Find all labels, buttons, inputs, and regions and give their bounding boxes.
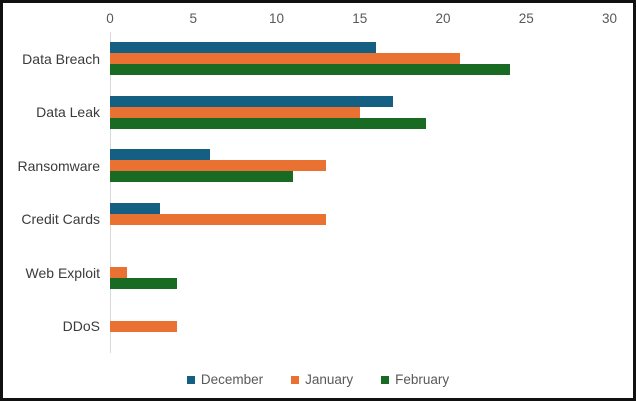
legend-item-january: January [291, 372, 353, 387]
category-label: Credit Cards [21, 211, 100, 228]
category-label: Data Breach [22, 50, 100, 67]
bar-group [110, 310, 633, 343]
legend: December January February [3, 372, 633, 387]
january-swatch-icon [291, 375, 300, 384]
category-row: Data Leak [3, 86, 633, 140]
x-tick-label: 10 [268, 11, 285, 26]
december-swatch-icon [186, 375, 195, 384]
x-tick-label: 0 [106, 11, 114, 26]
bar-group [110, 149, 633, 183]
bar-december-data-breach [110, 42, 377, 54]
bar-january-web-exploit [110, 267, 127, 279]
bar-february-web-exploit [110, 278, 177, 290]
category-row: DDoS [3, 300, 633, 354]
category-row: Web Exploit [3, 246, 633, 300]
category-label: Ransomware [17, 157, 100, 174]
x-tick-label: 15 [352, 11, 368, 26]
category-row: Ransomware [3, 139, 633, 193]
bar-december-ransomware [110, 149, 210, 161]
bar-january-ransomware [110, 160, 327, 172]
bar-december-credit-cards [110, 202, 160, 214]
bar-february-data-breach [110, 64, 510, 76]
legend-label-february: February [395, 372, 450, 387]
category-label: Data Leak [36, 104, 100, 121]
x-axis: 0 5 10 15 20 25 30 [3, 10, 633, 28]
legend-label-december: December [200, 372, 264, 387]
bar-group [110, 256, 633, 290]
x-tick-label: 30 [601, 11, 618, 26]
bar-group [110, 95, 633, 129]
category-row: Data Breach [3, 32, 633, 86]
y-axis-line [110, 32, 111, 353]
february-swatch-icon [381, 375, 390, 384]
bar-january-ddos [110, 320, 177, 332]
plot-area: Data Breach Data Leak Ransomware Credit Car… [3, 32, 633, 353]
legend-item-december: December [186, 372, 264, 387]
bar-january-data-leak [110, 106, 360, 118]
x-tick-label: 20 [435, 11, 451, 26]
bar-december-data-leak [110, 95, 394, 107]
bar-group [110, 42, 633, 76]
bar-february-ransomware [110, 171, 294, 183]
x-tick-label: 25 [518, 11, 534, 26]
x-tick-label: 5 [189, 11, 198, 26]
legend-item-february: February [381, 372, 449, 387]
category-row: Credit Cards [3, 193, 633, 247]
bar-january-credit-cards [110, 213, 327, 225]
category-label: Web Exploit [25, 264, 100, 281]
category-label: DDoS [62, 318, 100, 335]
bar-january-data-breach [110, 53, 460, 65]
bar-group [110, 202, 633, 236]
legend-label-january: January [305, 372, 354, 387]
bar-february-data-leak [110, 117, 427, 129]
